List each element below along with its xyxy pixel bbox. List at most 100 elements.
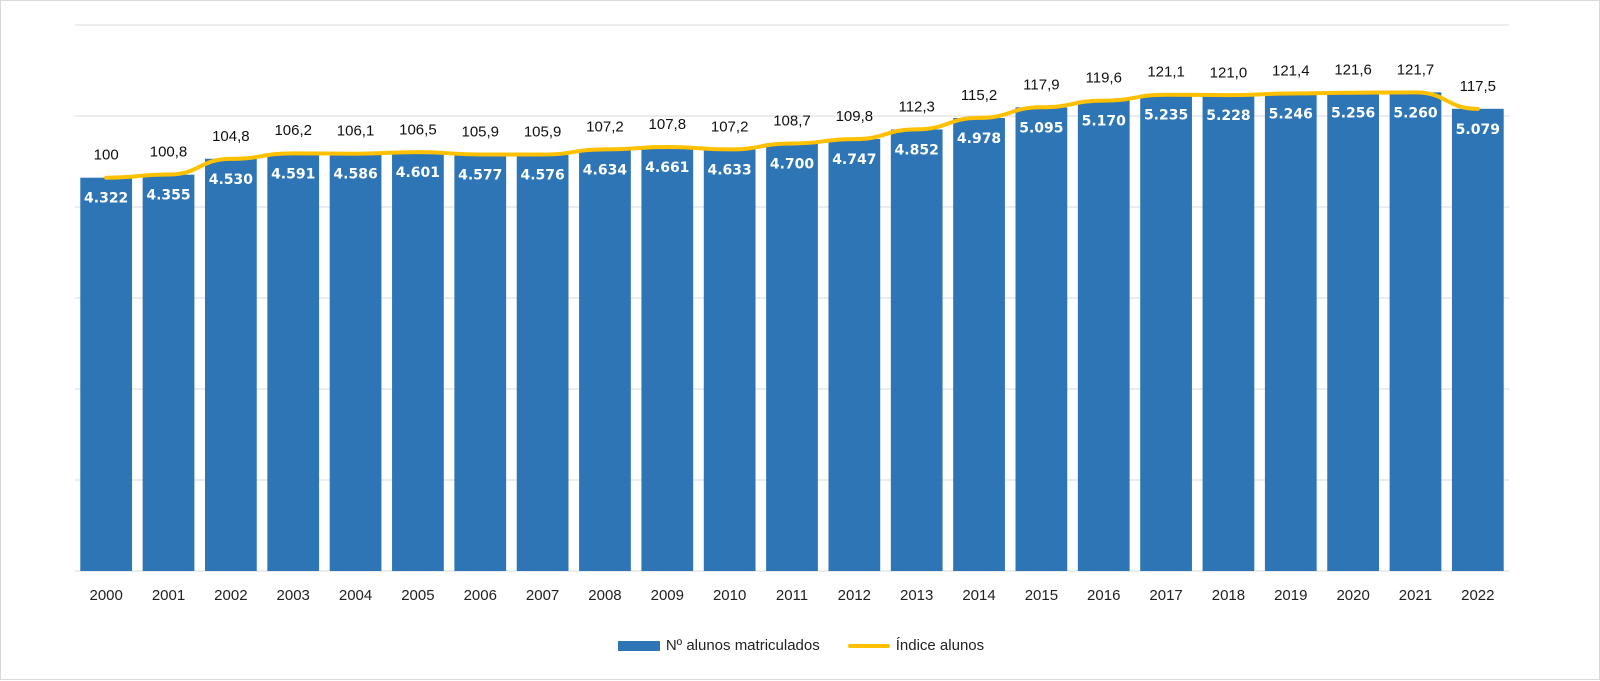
- bar-value-label: 5.260: [1393, 105, 1438, 121]
- bar-value-label: 4.355: [146, 188, 190, 204]
- bar-value-label: 5.079: [1456, 122, 1500, 138]
- bar: [703, 149, 756, 571]
- bar: [516, 154, 569, 572]
- bar-value-label: 5.235: [1144, 108, 1188, 124]
- bar: [142, 174, 195, 571]
- bar-value-label: 4.661: [645, 160, 689, 176]
- bar: [766, 143, 818, 572]
- x-tick-label: 2020: [1336, 587, 1369, 604]
- bar: [1264, 93, 1317, 571]
- x-tick-label: 2022: [1461, 587, 1494, 604]
- bar-value-label: 4.978: [957, 131, 1001, 147]
- x-tick-label: 2011: [776, 587, 808, 604]
- bar-value-label: 4.586: [333, 167, 377, 183]
- bar: [890, 129, 943, 571]
- bar-value-label: 4.852: [895, 142, 939, 158]
- bar: [828, 139, 881, 571]
- bar-value-label: 4.601: [396, 165, 440, 181]
- x-tick-label: 2001: [152, 587, 185, 604]
- line-value-label: 121,6: [1334, 62, 1372, 79]
- bar: [1327, 92, 1380, 571]
- line-value-label: 105,9: [461, 123, 499, 140]
- bar-value-label: 4.700: [770, 156, 815, 172]
- x-tick-label: 2018: [1212, 587, 1245, 604]
- bar-value-label: 4.747: [832, 152, 876, 168]
- x-tick-label: 2015: [1025, 587, 1058, 604]
- line-value-label: 106,5: [399, 121, 437, 138]
- bar: [953, 118, 1005, 571]
- line-value-label: 119,6: [1086, 70, 1122, 87]
- bar: [641, 146, 694, 571]
- bar: [267, 153, 320, 571]
- line-value-label: 109,8: [836, 108, 874, 125]
- line-value-label: 121,7: [1397, 61, 1435, 78]
- line-value-label: 105,9: [524, 124, 562, 141]
- line-value-label: 115,2: [961, 87, 997, 104]
- line-value-label: 104,8: [212, 128, 250, 145]
- bar-value-label: 4.577: [458, 167, 502, 183]
- bar: [392, 152, 444, 571]
- series-line-indice-alunos: [104, 90, 1480, 180]
- bar: [454, 154, 507, 572]
- bar-value-label: 4.634: [583, 162, 628, 178]
- x-tick-label: 2013: [900, 587, 933, 604]
- line-value-label: 106,1: [337, 123, 375, 140]
- line-value-label: 107,8: [649, 116, 687, 133]
- line-value-label: 100: [94, 147, 119, 164]
- line-value-label: 100,8: [150, 144, 188, 161]
- bar: [579, 149, 631, 571]
- bar: [204, 158, 257, 571]
- line-value-label: 112,3: [898, 98, 934, 115]
- bar-value-label: 4.322: [84, 191, 128, 207]
- bar: [329, 153, 382, 571]
- x-tick-label: 2006: [464, 587, 497, 604]
- x-tick-label: 2010: [713, 587, 746, 604]
- bar: [1077, 100, 1130, 571]
- bar: [1140, 94, 1192, 572]
- x-tick-label: 2005: [401, 587, 434, 604]
- x-tick-label: 2009: [651, 587, 684, 604]
- bar-value-label: 5.256: [1331, 106, 1375, 122]
- bar-value-label: 4.591: [271, 166, 315, 182]
- line-value-label: 106,2: [274, 122, 312, 139]
- bar-value-label: 4.530: [209, 172, 254, 188]
- line-value-label: 117,9: [1023, 76, 1059, 93]
- line-value-label: 117,5: [1460, 78, 1496, 95]
- legend-item-line: Índice alunos: [847, 637, 985, 654]
- bar-value-label: 4.576: [520, 167, 564, 183]
- line-value-label: 121,4: [1272, 63, 1310, 80]
- bar-value-label: 5.246: [1269, 107, 1313, 123]
- x-tick-label: 2019: [1274, 587, 1307, 604]
- legend-bar-label: Nº alunos matriculados: [665, 637, 820, 654]
- bar-value-label: 5.095: [1019, 120, 1063, 136]
- legend: Nº alunos matriculados Índice alunos: [1, 637, 1600, 654]
- bar: [1389, 92, 1442, 571]
- x-tick-label: 2007: [526, 587, 559, 604]
- x-tick-label: 2004: [339, 587, 372, 604]
- line-value-label: 108,7: [773, 112, 811, 129]
- x-tick-label: 2012: [838, 587, 871, 604]
- bar-value-label: 4.633: [708, 162, 752, 178]
- x-tick-label: 2008: [588, 587, 621, 604]
- legend-item-bars: Nº alunos matriculados: [617, 637, 820, 654]
- bar: [80, 177, 133, 571]
- bar: [1451, 108, 1504, 571]
- x-tick-label: 2021: [1399, 587, 1432, 604]
- line-value-label: 107,2: [711, 118, 749, 135]
- x-tick-label: 2016: [1087, 587, 1120, 604]
- x-tick-label: 2014: [962, 587, 995, 604]
- line-value-label: 121,1: [1147, 64, 1185, 81]
- bar: [1202, 95, 1255, 571]
- legend-line-label: Índice alunos: [895, 637, 985, 654]
- line-value-label: 121,0: [1210, 64, 1248, 81]
- line-value-label: 107,2: [586, 118, 624, 135]
- x-tick-label: 2000: [89, 587, 122, 604]
- x-tick-label: 2003: [277, 587, 310, 604]
- bar-value-label: 5.228: [1206, 108, 1250, 124]
- bar: [1015, 107, 1068, 571]
- x-tick-label: 2017: [1149, 587, 1182, 604]
- bar-value-label: 5.170: [1082, 114, 1127, 130]
- legend-bar-swatch: [617, 640, 660, 651]
